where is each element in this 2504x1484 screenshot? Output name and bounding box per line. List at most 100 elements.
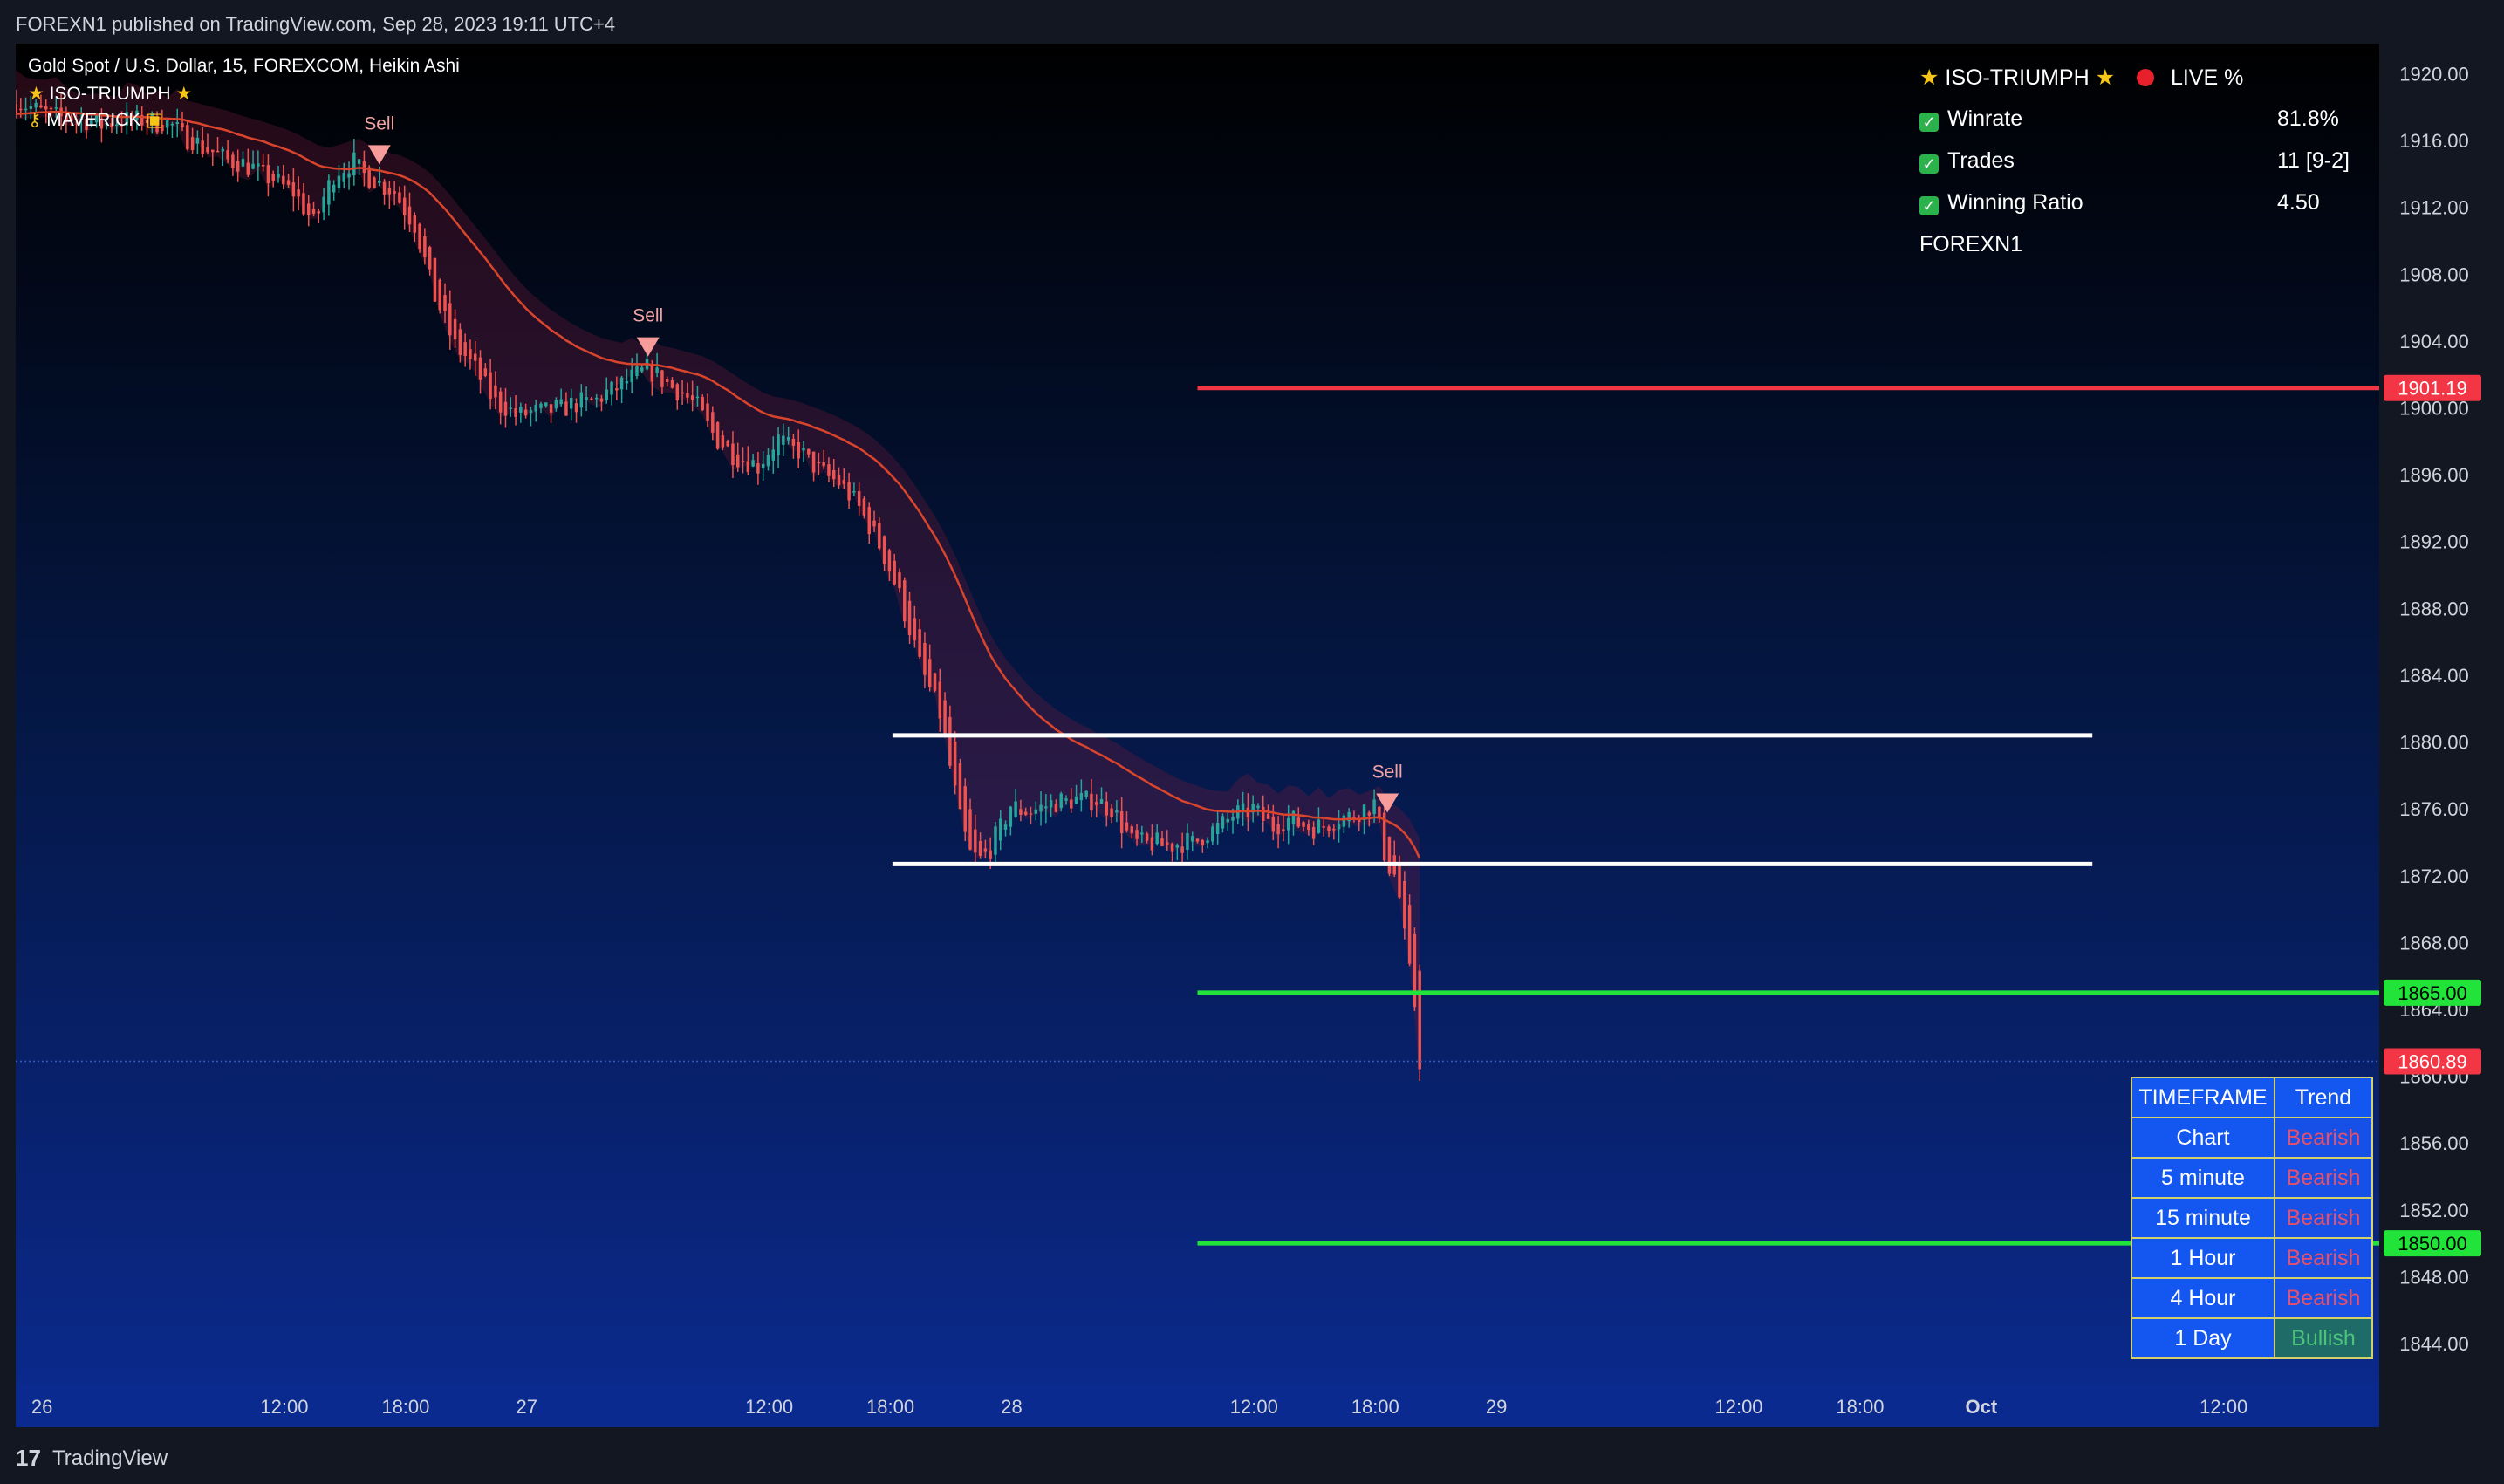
candle-body [1251,804,1255,813]
check-icon: ✓ [1919,196,1939,215]
candle-body [1110,808,1113,817]
candle-body [1054,804,1058,812]
candle-body [1029,813,1033,815]
candle-body [1413,933,1417,1008]
candle-body [382,181,387,195]
indicator-legend-1[interactable]: ★ ISO-TRIUMPH ★ [28,83,192,105]
candle-body [241,159,245,167]
table-row: 5 minute Bearish [2131,1157,2373,1199]
candle-body [1140,832,1144,835]
price-chart[interactable]: Sell Sell Sell 1920.00 1916.00 1912.00 1908.0… [16,44,2489,1427]
candle-body [282,175,285,185]
price-tag-label: 1901.19 [2398,378,2467,400]
candle-body [181,123,184,127]
candle-body [741,461,745,462]
candle-body [246,162,250,175]
candle-body [564,401,568,416]
candle-body [1327,826,1331,831]
candle-body [478,357,482,380]
candle-body [1023,811,1028,815]
candle-body [317,211,321,214]
indicator-legend-2[interactable]: ⚷ MAVERICK ▣ [28,109,163,131]
candle-body [1059,793,1063,809]
symbol-legend[interactable]: Gold Spot / U.S. Dollar, 15, FOREXCOM, H… [28,56,460,77]
candle-body [1084,790,1088,797]
header-trend: Trend [2274,1077,2373,1118]
price-tick-label: 1880.00 [2399,732,2469,754]
candle-body [216,150,220,153]
candle-body [1119,811,1124,834]
time-tick-label: 26 [31,1396,52,1418]
candle-body [261,165,265,167]
candle-body [695,396,700,399]
candle-body [398,192,401,203]
candle-body [1150,837,1154,851]
tradingview-logo-icon[interactable]: 17 [16,1445,41,1471]
candle-body [105,122,108,125]
candle-body [201,140,204,154]
candle-body [1226,818,1229,823]
candle-body [165,120,169,128]
candle-body [1418,970,1421,1070]
candle-body [1064,798,1068,801]
candle-body [903,580,907,622]
candle-body [1332,828,1336,831]
candle-body [357,159,361,164]
sell-label: Sell [1372,763,1403,783]
candle-body [1282,829,1285,831]
candle-body [236,161,240,172]
candle-body [347,173,351,178]
candle-body [1367,812,1372,816]
candle-body [1094,802,1098,805]
candle-body [120,124,124,127]
table-row: 4 Hour Bearish [2131,1277,2373,1319]
trend-cell: Bearish [2274,1277,2373,1319]
time-tick-label: 28 [1001,1396,1022,1418]
candle-body [99,118,104,129]
candle-body [453,318,457,339]
candle-body [1201,839,1205,845]
price-tick-label: 1872.00 [2399,865,2469,887]
candle-body [923,643,927,675]
candle-body [817,462,821,464]
candle-body [831,469,836,480]
candle-body [1155,832,1159,845]
star-icon: ★ [2095,65,2116,90]
candle-body [378,181,381,183]
candle-body [574,403,578,413]
candle-body [842,480,846,484]
time-tick-label: 18:00 [381,1396,429,1418]
candle-body [190,137,195,151]
candle-body [549,404,553,413]
timeframe-cell: 1 Hour [2131,1237,2275,1279]
candle-body [433,257,437,302]
candle-body [711,412,715,433]
candle-body [1074,796,1078,804]
candle-body [1145,833,1149,841]
candle-body [494,385,497,398]
stat-row: ✓ Winning Ratio [1919,190,2083,215]
candle-body [44,106,48,110]
price-tick-label: 1844.00 [2399,1333,2469,1355]
time-tick-label: 12:00 [745,1396,793,1418]
publish-info: FOREXN1 published on TradingView.com, Se… [16,13,616,35]
stat-value: 81.8% [2277,106,2339,131]
candle-body [1180,846,1184,853]
candle-body [74,119,79,120]
candle-body [670,380,674,388]
candle-body [110,123,113,127]
lock-icon: ▣ [146,110,164,130]
candle-body [983,848,988,852]
candle-body [726,441,729,447]
key-icon: ⚷ [28,110,42,130]
footer-brand[interactable]: TradingView [52,1446,168,1470]
candle-body [918,629,921,657]
header-timeframe: TIMEFRAME [2131,1077,2275,1118]
candle-body [857,491,861,506]
candle-body [1362,804,1366,820]
candle-body [746,461,750,472]
candle-body [927,659,932,687]
candle-body [367,167,371,188]
candle-body [90,120,93,125]
stat-label: Trades [1947,148,2015,173]
